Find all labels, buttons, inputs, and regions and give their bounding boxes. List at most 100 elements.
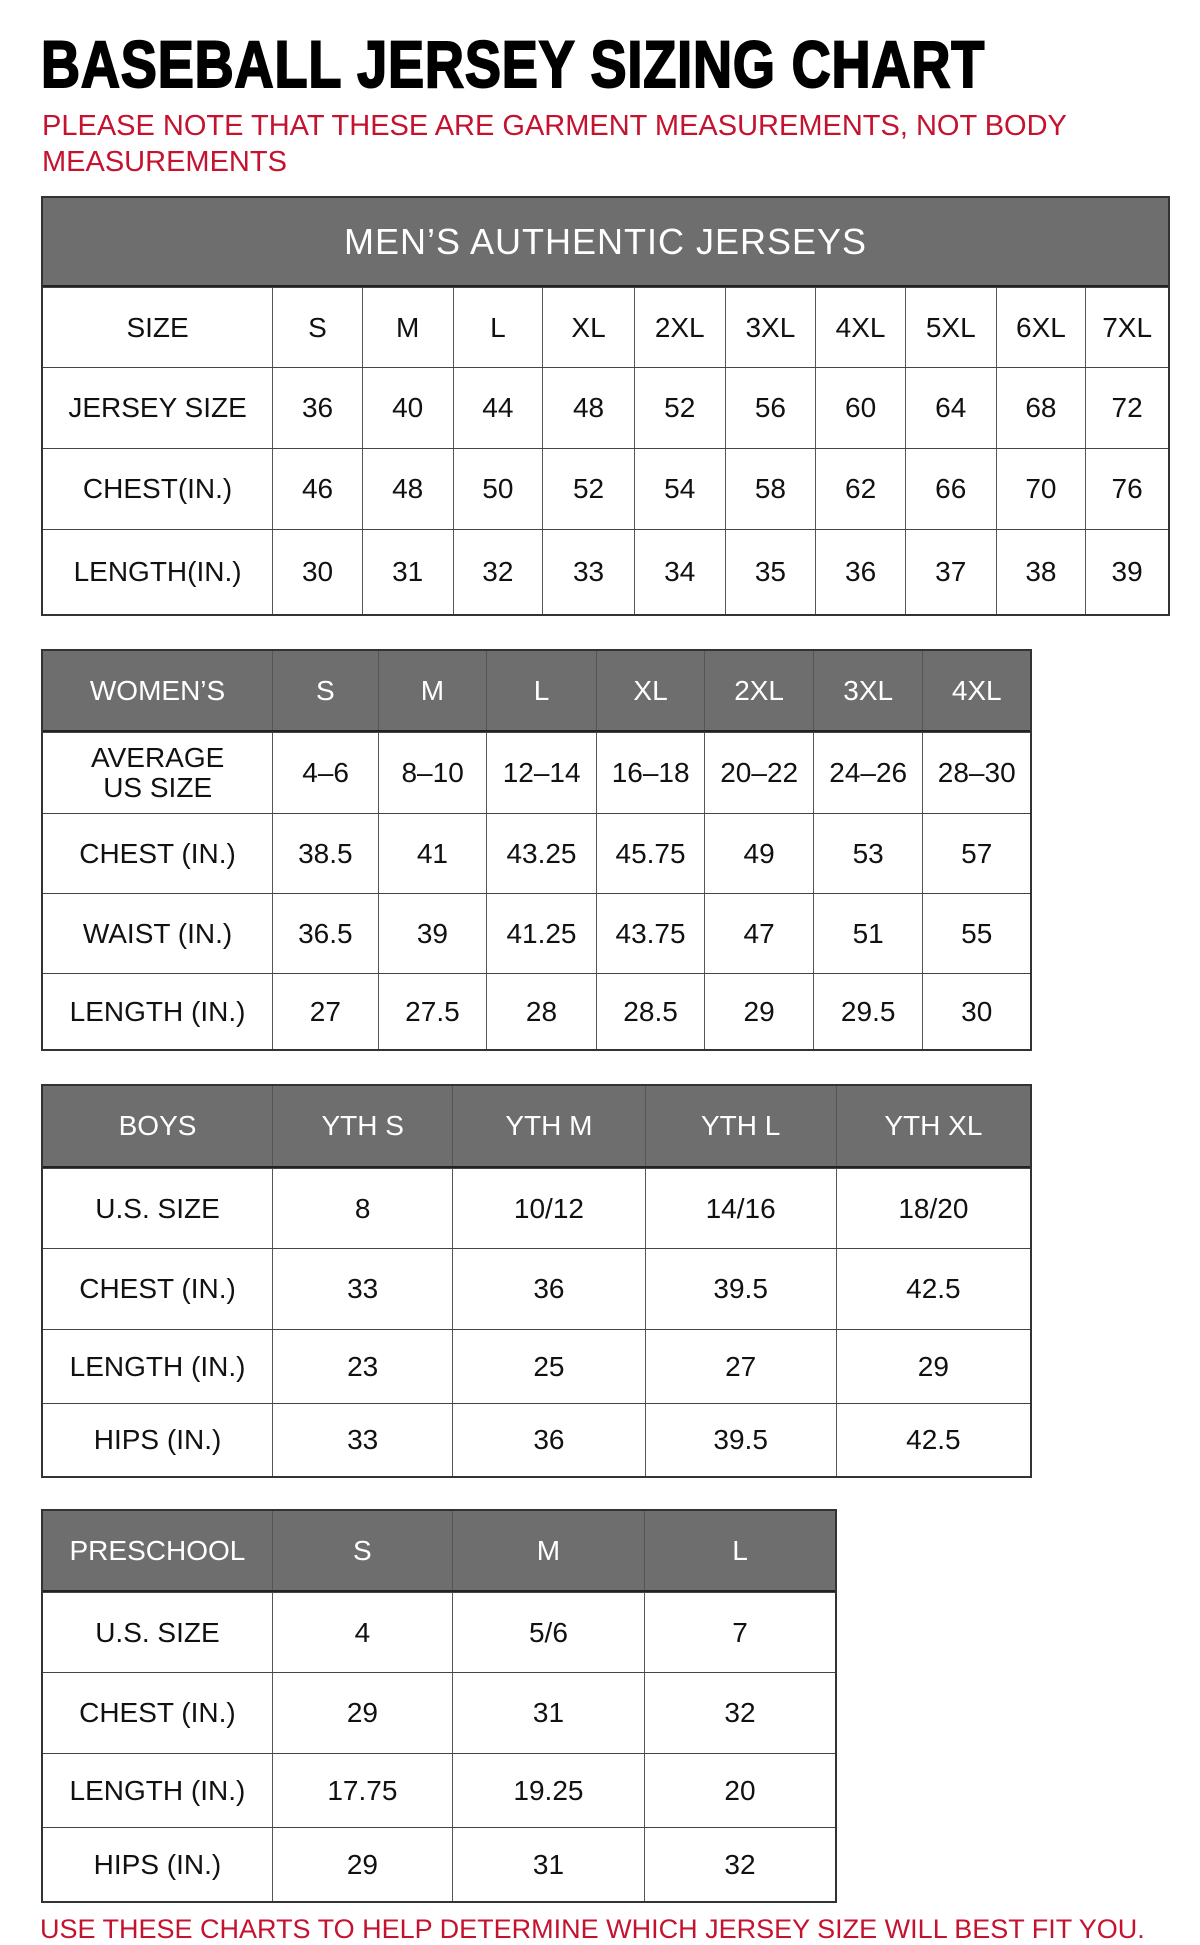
table-cell: 41.25 <box>486 894 596 973</box>
table-cell: 35 <box>724 530 816 614</box>
table-cell: L <box>452 288 543 367</box>
table-cell: 20–22 <box>704 733 813 813</box>
table-cell: 68 <box>995 368 1086 448</box>
header-cell: L <box>643 1511 835 1590</box>
table-cell: 54 <box>633 449 725 529</box>
table-cell: S <box>272 288 362 367</box>
header-cell: M <box>377 651 487 730</box>
table-row: HIPS (IN.) 33 36 39.5 42.5 <box>43 1403 1030 1476</box>
table-cell: 28.5 <box>595 974 705 1049</box>
header-cell: YTH M <box>452 1086 645 1166</box>
table-cell: 76 <box>1085 449 1168 529</box>
table-cell: M <box>361 288 453 367</box>
table-cell: 52 <box>633 368 725 448</box>
header-cell: 2XL <box>704 651 813 730</box>
table-cell: 3XL <box>724 288 816 367</box>
table-banner: MEN’S AUTHENTIC JERSEYS <box>43 198 1168 287</box>
table-cell: 39.5 <box>644 1404 836 1476</box>
table-cell: 56 <box>724 368 816 448</box>
table-cell: 44 <box>452 368 543 448</box>
table-cell: 27.5 <box>377 974 487 1049</box>
table-cell: 31 <box>451 1828 644 1901</box>
header-cell: S <box>271 1511 452 1590</box>
table-cell: 33 <box>272 1249 452 1329</box>
table-cell: 34 <box>633 530 725 614</box>
table-cell: 66 <box>904 449 996 529</box>
header-cell: YTH S <box>272 1086 453 1166</box>
table-row: LENGTH (IN.) 23 25 27 29 <box>43 1329 1030 1403</box>
row-label: LENGTH (IN.) <box>69 1350 246 1382</box>
table-cell: 33 <box>272 1404 452 1476</box>
table-cell: 70 <box>995 449 1086 529</box>
page-title: BASEBALL JERSEY SIZING CHART <box>40 26 986 102</box>
header-cell: 4XL <box>922 651 1031 730</box>
table-cell: 47 <box>704 894 813 973</box>
table-cell: 39.5 <box>644 1249 836 1329</box>
table-cell: 46 <box>272 449 362 529</box>
header-cell: WOMEN’S <box>43 651 273 730</box>
table-cell: 48 <box>542 368 634 448</box>
row-label: CHEST (IN.) <box>79 837 236 869</box>
table-row: CHEST (IN.) 29 31 32 <box>43 1672 835 1753</box>
table-cell: 6XL <box>995 288 1086 367</box>
table-cell: 4XL <box>815 288 905 367</box>
header-cell: S <box>272 651 378 730</box>
table-cell: 8 <box>272 1169 452 1248</box>
table-cell: 32 <box>643 1828 835 1901</box>
table-cell: 60 <box>815 368 905 448</box>
header-cell: XL <box>595 651 705 730</box>
header-cell: PRESCHOOL <box>43 1511 272 1590</box>
table-cell: 18/20 <box>835 1169 1030 1248</box>
table-cell: 37 <box>904 530 996 614</box>
table-cell: 64 <box>904 368 996 448</box>
table-cell: 28 <box>486 974 596 1049</box>
womens-size-table: WOMEN’S S M L XL 2XL 3XL 4XL AVERAGE US SIZE 4–6 8… <box>41 649 1032 1051</box>
row-label: LENGTH (IN.) <box>69 1774 246 1806</box>
header-cell: YTH XL <box>835 1086 1030 1166</box>
table-cell: 62 <box>815 449 905 529</box>
row-label: JERSEY SIZE <box>68 392 247 423</box>
row-label: WAIST (IN.) <box>82 917 233 949</box>
row-label: HIPS (IN.) <box>93 1424 222 1455</box>
table-cell: 4–6 <box>272 733 378 813</box>
table-cell: 42.5 <box>835 1249 1030 1329</box>
table-cell: 41 <box>377 814 487 893</box>
table-header-row: BOYS YTH S YTH M YTH L YTH XL <box>43 1086 1030 1168</box>
table-header-row: PRESCHOOL S M L <box>43 1511 835 1592</box>
table-cell: 19.25 <box>451 1754 644 1827</box>
header-cell: M <box>451 1511 644 1590</box>
table-cell: 8–10 <box>377 733 487 813</box>
table-cell: 38 <box>995 530 1086 614</box>
table-header-row: WOMEN’S S M L XL 2XL 3XL 4XL <box>43 651 1031 732</box>
table-cell: 25 <box>452 1330 644 1403</box>
table-cell: 5/6 <box>451 1593 644 1672</box>
table-cell: 50 <box>452 449 543 529</box>
table-row: CHEST (IN.) 33 36 39.5 42.5 <box>43 1248 1030 1329</box>
table-cell: 30 <box>922 974 1030 1049</box>
header-cell: YTH L <box>644 1086 836 1166</box>
table-row: SIZE S M L XL 2XL 3XL 4XL 5XL 6XL 7XL <box>43 287 1168 367</box>
table-cell: 52 <box>542 449 634 529</box>
boys-size-table: BOYS YTH S YTH M YTH L YTH XL U.S. SIZE 8 10/12… <box>41 1084 1032 1478</box>
table-cell: 32 <box>452 530 543 614</box>
table-cell: 16–18 <box>595 733 705 813</box>
table-cell: 29 <box>271 1828 452 1901</box>
table-cell: 31 <box>451 1673 644 1753</box>
table-cell: 33 <box>542 530 634 614</box>
table-cell: 53 <box>812 814 923 893</box>
table-cell: 57 <box>922 814 1030 893</box>
table-row: LENGTH (IN.) 17.75 19.25 20 <box>43 1753 835 1827</box>
table-cell: 31 <box>361 530 453 614</box>
table-cell: 20 <box>643 1754 835 1827</box>
table-cell: 2XL <box>633 288 725 367</box>
table-cell: 27 <box>644 1330 836 1403</box>
row-label: HIPS (IN.) <box>93 1848 222 1880</box>
table-row: CHEST(IN.) 46 48 50 52 54 58 62 66 70 76 <box>43 448 1168 529</box>
table-row: WAIST (IN.) 36.5 39 41.25 43.75 47 51 55 <box>43 893 1030 973</box>
table-cell: 36 <box>272 368 362 448</box>
table-cell: 43.75 <box>595 894 705 973</box>
table-cell: 29.5 <box>812 974 923 1049</box>
table-cell: 38.5 <box>272 814 378 893</box>
table-cell: 36 <box>815 530 905 614</box>
table-cell: 4 <box>271 1593 452 1672</box>
